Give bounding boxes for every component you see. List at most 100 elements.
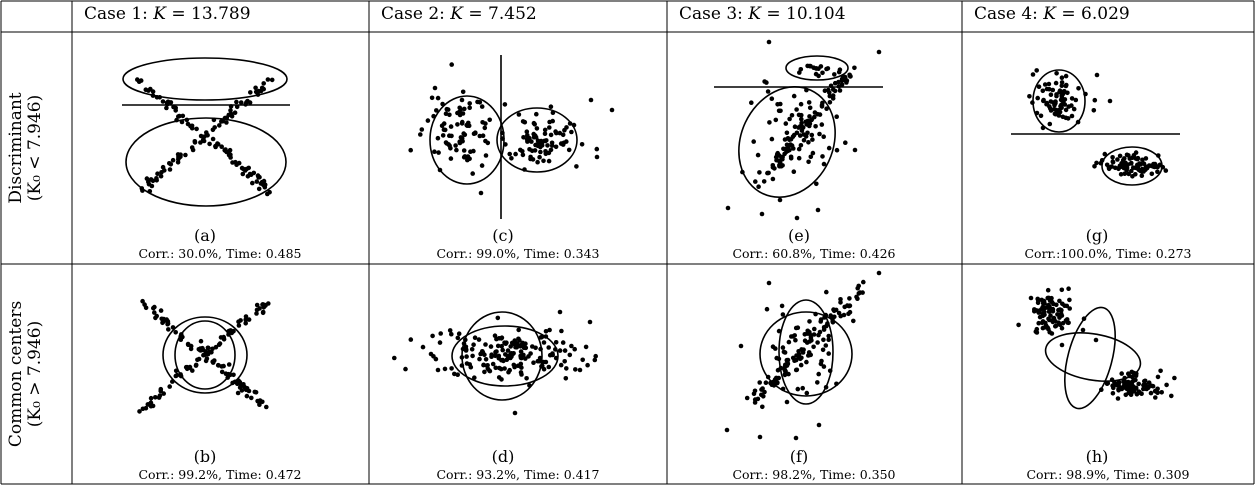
data-point bbox=[1146, 380, 1152, 386]
data-point bbox=[153, 395, 158, 400]
data-point bbox=[806, 140, 811, 145]
data-point bbox=[167, 167, 173, 172]
data-point bbox=[218, 335, 224, 340]
data-point bbox=[832, 72, 837, 77]
data-point bbox=[226, 152, 232, 158]
data-point bbox=[483, 342, 488, 347]
data-point bbox=[155, 171, 160, 176]
panel-caption-f: Corr.: 98.2%, Time: 0.350 bbox=[732, 467, 896, 482]
data-point bbox=[1035, 95, 1040, 101]
data-point bbox=[1034, 326, 1040, 332]
data-point bbox=[805, 130, 810, 136]
data-point bbox=[227, 147, 233, 153]
data-point bbox=[1057, 298, 1062, 304]
data-point bbox=[484, 363, 490, 369]
data-point bbox=[517, 338, 522, 343]
case-header-2: Case 2: K = 7.452 bbox=[381, 4, 537, 24]
data-point bbox=[174, 372, 180, 378]
data-point bbox=[505, 348, 511, 353]
data-point bbox=[1045, 287, 1051, 293]
scatter-panel-b bbox=[137, 298, 271, 414]
data-point bbox=[445, 107, 451, 112]
data-point bbox=[1052, 106, 1057, 112]
data-point bbox=[219, 369, 225, 375]
data-point bbox=[821, 134, 826, 139]
data-point bbox=[786, 144, 792, 149]
data-point bbox=[461, 148, 467, 153]
row-label-common-centers: Common centers (K₀ > 7.946) bbox=[6, 300, 45, 448]
data-point bbox=[780, 345, 786, 350]
data-point bbox=[1067, 297, 1072, 303]
data-point bbox=[799, 116, 804, 122]
data-point bbox=[1094, 160, 1099, 166]
data-point bbox=[1148, 390, 1154, 396]
data-point bbox=[831, 308, 837, 314]
data-point bbox=[472, 375, 477, 381]
data-point bbox=[1057, 88, 1063, 93]
data-point bbox=[1106, 165, 1112, 170]
data-point bbox=[204, 130, 209, 135]
data-point bbox=[240, 171, 246, 177]
data-point bbox=[231, 372, 236, 378]
fitted-ellipse bbox=[759, 311, 853, 397]
data-point bbox=[1048, 313, 1053, 318]
data-point bbox=[756, 184, 761, 189]
data-point bbox=[1164, 382, 1169, 388]
data-point bbox=[1124, 152, 1130, 158]
data-point bbox=[176, 154, 181, 160]
panel-caption-d: Corr.: 93.2%, Time: 0.417 bbox=[436, 467, 600, 482]
data-point bbox=[488, 344, 494, 349]
data-point bbox=[574, 164, 579, 169]
data-point bbox=[759, 387, 764, 392]
data-point bbox=[260, 302, 265, 307]
data-point bbox=[841, 312, 847, 318]
data-point bbox=[449, 331, 454, 337]
fitted-ellipse bbox=[778, 299, 834, 405]
data-point bbox=[475, 99, 480, 105]
data-point bbox=[236, 160, 242, 166]
data-point bbox=[1116, 166, 1121, 172]
data-point bbox=[815, 340, 820, 345]
data-point bbox=[516, 112, 522, 117]
data-point bbox=[419, 127, 425, 132]
data-point bbox=[142, 302, 147, 307]
data-point bbox=[566, 147, 572, 153]
data-point bbox=[253, 390, 259, 395]
data-point bbox=[1155, 374, 1161, 380]
data-point bbox=[254, 307, 260, 313]
panel-caption-a: Corr.: 30.0%, Time: 0.485 bbox=[138, 246, 302, 261]
panel-label-a: (a) bbox=[193, 226, 217, 245]
data-point bbox=[1133, 172, 1138, 177]
data-point bbox=[856, 291, 862, 296]
data-point bbox=[440, 133, 446, 138]
data-point bbox=[847, 296, 852, 301]
data-point bbox=[821, 337, 826, 343]
data-point bbox=[562, 348, 568, 353]
data-point bbox=[1133, 165, 1138, 171]
data-point bbox=[791, 132, 797, 138]
data-point bbox=[1054, 302, 1059, 308]
data-point bbox=[757, 380, 762, 385]
data-point bbox=[765, 170, 770, 176]
panel-caption-c: Corr.: 99.0%, Time: 0.343 bbox=[436, 246, 600, 261]
data-point bbox=[1149, 171, 1155, 177]
data-point bbox=[198, 338, 204, 344]
data-point bbox=[243, 321, 248, 326]
data-point bbox=[770, 176, 776, 182]
data-point bbox=[1065, 320, 1070, 325]
data-point bbox=[796, 146, 802, 152]
data-point bbox=[839, 78, 845, 83]
data-point bbox=[1121, 165, 1127, 171]
data-point bbox=[755, 152, 761, 158]
data-point bbox=[455, 122, 460, 127]
data-point bbox=[793, 357, 799, 363]
data-point bbox=[513, 151, 518, 157]
data-point bbox=[254, 179, 260, 184]
fitted-ellipse bbox=[429, 95, 505, 185]
data-point bbox=[239, 388, 245, 393]
panel-label-g: (g) bbox=[1085, 226, 1109, 245]
data-point bbox=[1115, 396, 1121, 401]
panel-caption-g: Corr.:100.0%, Time: 0.273 bbox=[1024, 246, 1192, 261]
data-point bbox=[798, 143, 804, 148]
